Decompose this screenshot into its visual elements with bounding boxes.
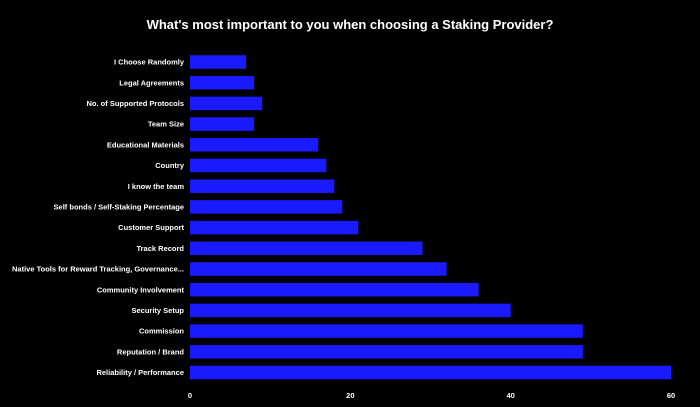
category-label: Legal Agreements [119,78,184,87]
bar [190,241,423,256]
x-tick-labels-group: 0 20 40 60 [188,391,675,400]
category-label: Community Involvement [97,285,185,294]
category-label: Educational Materials [107,140,184,149]
x-tick-label: 60 [667,391,675,400]
bar [190,75,255,90]
bar [190,345,583,359]
bar [190,365,671,380]
category-label: Country [155,161,185,170]
category-label: No. of Supported Protocols [87,99,185,108]
bar [190,220,359,235]
category-labels-group: I Choose Randomly Legal Agreements No. of … [12,58,185,378]
category-label: Reliability / Performance [96,368,184,377]
x-tick-label: 40 [506,391,514,400]
category-label: Security Setup [131,306,184,315]
bar [190,282,479,297]
bar [190,303,511,318]
category-label: Track Record [136,244,184,253]
category-label: Self bonds / Self-Staking Percentage [54,203,184,212]
bar [190,200,343,214]
bar [190,324,583,338]
x-tick-label: 20 [346,391,354,400]
category-label: Reputation / Brand [117,347,185,356]
bar [190,138,319,152]
bar [190,117,255,131]
bar [190,55,247,69]
bar [190,179,335,193]
bars-group [190,55,671,380]
category-label: Customer Support [118,223,184,232]
x-tick-label: 0 [188,391,192,400]
category-label: I Choose Randomly [114,58,185,67]
bar [190,158,327,173]
category-label: Commission [139,327,184,336]
chart-title: What's most important to you when choosi… [146,17,554,32]
bar [190,96,263,111]
category-label: I know the team [128,182,185,191]
bar [190,262,447,276]
category-label: Native Tools for Reward Tracking, Govern… [12,265,184,274]
category-label: Team Size [148,120,184,129]
